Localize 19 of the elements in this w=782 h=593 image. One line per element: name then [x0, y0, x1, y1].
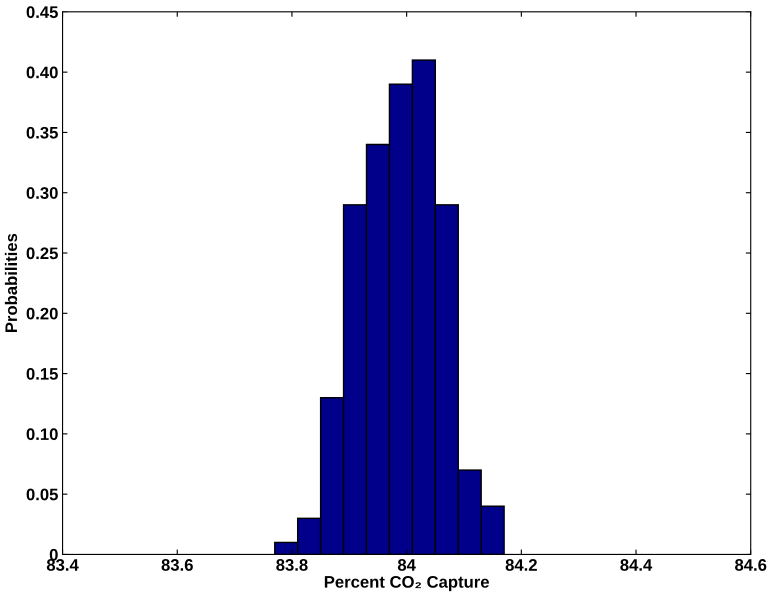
x-tick-label: 83.4	[46, 559, 79, 571]
x-tick-label: 84.4	[620, 559, 652, 571]
y-tick-label: 0.15	[26, 368, 58, 380]
y-tick-label: 0.10	[26, 428, 58, 440]
y-tick-label: 0.20	[26, 308, 58, 320]
x-axis-title: Percent CO₂ Capture	[324, 576, 489, 592]
x-tick-label: 84.2	[506, 559, 537, 571]
y-tick-label: 0.25	[26, 247, 58, 260]
y-tick-label: 0.05	[26, 488, 58, 500]
y-tick-label: 0.30	[26, 187, 58, 199]
x-tick-label: 83.8	[276, 559, 308, 571]
x-tick-label: 84	[398, 559, 416, 571]
x-tick-label: 83.6	[162, 559, 193, 571]
y-tick-label: 0.35	[26, 126, 58, 139]
y-tick-label: 0	[50, 548, 58, 561]
x-tick-label: 84.6	[735, 559, 766, 571]
y-tick-label: 0.45	[26, 6, 58, 18]
y-tick-label: 0.40	[26, 66, 58, 78]
y-axis-title: Probabilities	[4, 234, 18, 332]
